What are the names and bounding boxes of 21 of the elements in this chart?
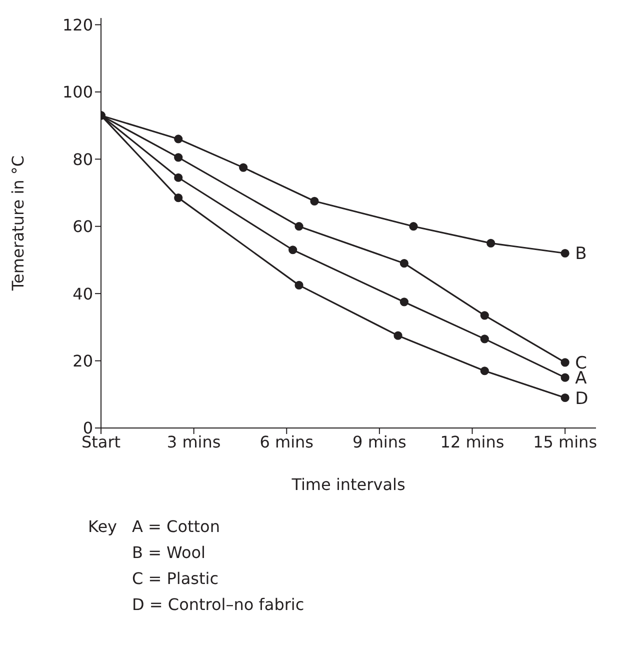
series-label: A [575,368,588,389]
series-label: D [575,388,588,409]
y-tick-label: 20 [72,351,93,370]
x-tick-label: 12 mins [440,432,504,452]
y-axis-title: Temerature in °C [8,155,28,292]
text: A = Cotton [132,516,221,538]
y-tick-label: 120 [62,15,93,34]
y-tick-label: 40 [72,284,93,304]
text: C = Plastic [132,568,220,590]
y-tick-label: 60 [72,217,93,236]
x-tick-label: 9 mins [352,432,406,452]
text: Key [88,516,118,538]
x-tick-label: 15 mins [533,432,598,452]
y-tick-label: 100 [62,82,93,102]
text: B = Wool [132,542,206,564]
x-tick-label: 3 mins [166,432,221,452]
series-label: B [575,244,587,264]
text: D = Control–no fabric [132,594,304,616]
x-axis-title: Time intervals [290,475,406,494]
x-tick-label: 6 mins [260,432,314,452]
y-tick-label: 80 [72,150,93,169]
